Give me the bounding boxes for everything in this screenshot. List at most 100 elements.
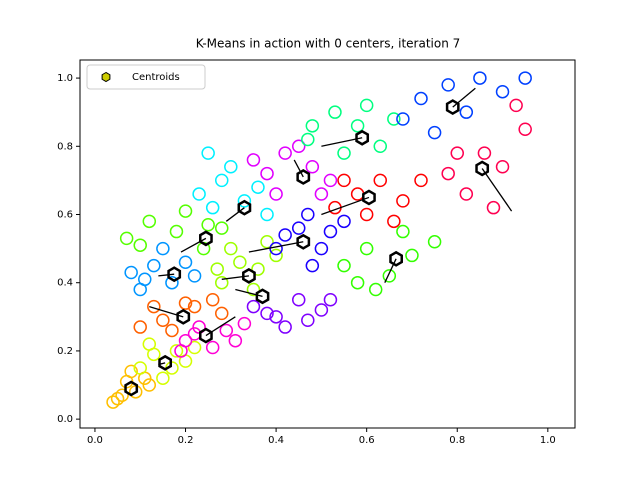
data-point [174, 344, 188, 358]
data-point [178, 255, 193, 269]
data-point [278, 320, 292, 334]
y-tick-label: 0.2 [57, 346, 73, 357]
data-point [260, 166, 274, 181]
data-point [147, 299, 161, 314]
data-point [269, 187, 283, 201]
legend-marker [101, 71, 111, 83]
centroid [445, 99, 460, 116]
centroid [176, 308, 191, 325]
data-point [165, 275, 179, 290]
centroid [237, 199, 252, 216]
legend-box [86, 64, 206, 90]
data-point [187, 299, 202, 314]
y-tick-label: 1.0 [57, 73, 73, 84]
data-point [323, 173, 338, 188]
data-point [156, 313, 170, 327]
data-point [156, 371, 170, 385]
data-point [473, 71, 487, 85]
data-point [237, 194, 252, 208]
data-point [359, 98, 374, 113]
data-point [396, 112, 410, 126]
data-point [110, 391, 125, 406]
data-point [459, 105, 474, 119]
data-point [147, 258, 161, 273]
data-point [350, 119, 365, 133]
centroid [389, 250, 403, 267]
data-point [368, 282, 383, 297]
centroid [124, 380, 139, 397]
data-point [314, 303, 329, 317]
data-point [427, 125, 442, 140]
data-point [233, 255, 247, 269]
centroid [296, 169, 311, 185]
centroid-trail [158, 273, 175, 277]
data-point [142, 378, 157, 392]
data-point [350, 275, 365, 290]
centroid-trail [225, 207, 245, 222]
data-point [124, 265, 138, 280]
y-tick-label: 0.8 [57, 141, 73, 152]
data-point [142, 337, 157, 351]
data-point [165, 323, 179, 338]
data-point [115, 388, 129, 403]
data-point [509, 98, 523, 113]
data-point [219, 323, 234, 338]
data-point [260, 235, 274, 249]
data-point [228, 333, 243, 348]
centroid [167, 266, 182, 283]
data-point [387, 112, 401, 126]
data-point [210, 262, 224, 276]
data-point [323, 224, 338, 239]
data-point [396, 224, 410, 239]
data-point [396, 194, 410, 208]
data-point [373, 173, 388, 188]
data-point [359, 241, 374, 256]
centroid-trail [321, 196, 370, 216]
data-point [178, 204, 193, 218]
data-point [518, 71, 532, 85]
data-point [359, 207, 374, 222]
y-tick-label: 0.4 [57, 278, 73, 289]
data-point [495, 84, 510, 99]
centroid-trail [180, 237, 207, 253]
data-point [269, 248, 283, 263]
data-point [169, 224, 184, 239]
data-point [405, 248, 419, 263]
centroid [158, 354, 173, 371]
data-point [305, 258, 320, 273]
centroid [255, 288, 270, 305]
centroid [199, 327, 213, 344]
data-point [187, 269, 202, 283]
chart-title: K-Means in action with 0 centers, iterat… [196, 37, 461, 51]
data-point [260, 207, 274, 222]
data-point [441, 78, 455, 92]
data-point [291, 221, 306, 235]
data-point [133, 320, 147, 334]
x-tick-label: 0.2 [178, 435, 194, 446]
data-point [237, 316, 252, 331]
data-point [205, 293, 220, 307]
data-point [215, 306, 229, 321]
data-point [205, 340, 220, 355]
data-point [133, 361, 147, 375]
x-tick-label: 0.0 [87, 435, 103, 446]
data-point [323, 293, 338, 307]
data-point [201, 146, 215, 160]
data-point [215, 173, 229, 188]
data-point [224, 241, 238, 256]
data-point [224, 160, 238, 174]
data-point [119, 231, 134, 246]
data-point [246, 299, 261, 314]
centroid [475, 160, 490, 177]
data-point [215, 275, 229, 290]
data-point [337, 173, 351, 188]
data-point [192, 187, 206, 201]
data-point [337, 258, 351, 273]
data-point [337, 146, 351, 160]
centroid-trail [293, 159, 304, 178]
data-point [201, 217, 215, 232]
legend-label: Centroids [132, 72, 180, 83]
x-tick-label: 0.4 [268, 435, 284, 446]
plot-area [106, 71, 532, 409]
data-point [205, 200, 220, 215]
